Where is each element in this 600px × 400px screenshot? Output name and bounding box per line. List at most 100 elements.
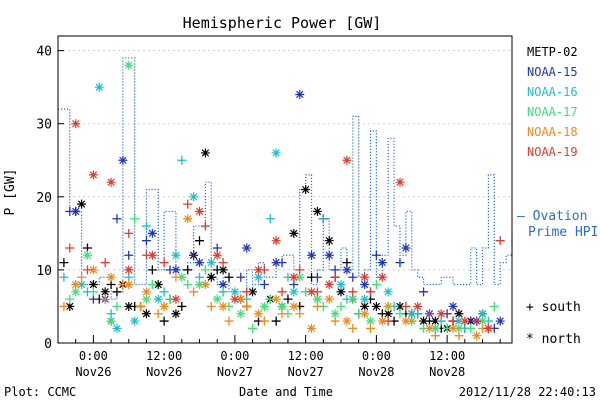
x-tick-date: Nov26 bbox=[75, 365, 111, 379]
noaa-18-north-point bbox=[424, 323, 434, 333]
noaa-15-north-point bbox=[171, 265, 181, 275]
noaa-15-south-point bbox=[141, 236, 151, 246]
noaa-19-north-point bbox=[212, 250, 222, 260]
noaa-19-south-point bbox=[424, 309, 434, 319]
noaa-17-north-point bbox=[71, 287, 81, 297]
noaa-16-north-point bbox=[94, 82, 104, 92]
noaa-19-south-point bbox=[218, 258, 228, 268]
x-axis-label: Date and Time bbox=[239, 385, 333, 399]
x-tick-date: Nov26 bbox=[146, 365, 182, 379]
noaa-19-north-point bbox=[483, 323, 493, 333]
noaa-18-north-point bbox=[324, 294, 334, 304]
data-points bbox=[59, 60, 505, 341]
y-tick-label: 0 bbox=[44, 337, 52, 352]
noaa-18-south-point bbox=[59, 301, 69, 311]
noaa-19-north-point bbox=[71, 119, 81, 129]
metp-02-north-point bbox=[200, 148, 210, 158]
noaa-18-south-point bbox=[365, 323, 375, 333]
metp-02-north-point bbox=[383, 309, 393, 319]
noaa-18-south-point bbox=[100, 294, 110, 304]
noaa-15-north-point bbox=[448, 301, 458, 311]
metp-02-north-point bbox=[301, 185, 311, 194]
noaa-18-south-point bbox=[348, 323, 358, 333]
metp-02-north-point bbox=[324, 236, 334, 246]
noaa-18-south-point bbox=[189, 287, 199, 297]
noaa-17-south-point bbox=[200, 265, 210, 275]
x-tick-time: 12:00 bbox=[288, 349, 324, 363]
noaa-18-south-point bbox=[383, 301, 393, 311]
ovation-legend-line1: – Ovation bbox=[517, 209, 587, 224]
legend-metp-02: METP-02 bbox=[527, 45, 578, 59]
noaa-17-north-point bbox=[478, 316, 488, 326]
noaa-17-south-point bbox=[489, 301, 499, 311]
noaa-19-north-point bbox=[324, 280, 334, 290]
noaa-19-south-point bbox=[472, 316, 482, 326]
noaa-16-north-point bbox=[171, 250, 181, 260]
noaa-18-north-point bbox=[183, 214, 193, 224]
noaa-19-north-point bbox=[460, 316, 470, 326]
noaa-16-north-point bbox=[112, 323, 122, 333]
noaa-18-north-point bbox=[88, 265, 98, 275]
y-tick-label: 40 bbox=[36, 45, 52, 60]
plot-frame bbox=[57, 35, 513, 344]
noaa-18-south-point bbox=[242, 301, 252, 311]
x-tick-time: 0:00 bbox=[79, 349, 108, 363]
noaa-17-north-point bbox=[312, 294, 322, 304]
metp-02-north-point bbox=[88, 280, 98, 290]
noaa-16-south-point bbox=[318, 214, 328, 224]
y-axis: 0 10 20 30 40 bbox=[36, 45, 64, 352]
metp-02-south-point bbox=[283, 294, 293, 304]
noaa-19-south-point bbox=[65, 243, 75, 253]
legend-noaa-18: NOAA-18 bbox=[527, 125, 578, 139]
noaa-16-north-point bbox=[271, 148, 281, 158]
noaa-15-north-point bbox=[271, 258, 281, 268]
noaa-19-north-point bbox=[289, 272, 299, 282]
noaa-17-south-point bbox=[88, 287, 98, 297]
noaa-16-north-point bbox=[189, 192, 199, 202]
noaa-19-south-point bbox=[124, 228, 134, 238]
noaa-16-south-point bbox=[141, 221, 151, 231]
metp-02-north-point bbox=[419, 316, 429, 326]
noaa-16-north-point bbox=[289, 287, 299, 297]
noaa-19-south-point bbox=[242, 287, 252, 297]
y-tick-label: 20 bbox=[36, 191, 52, 206]
metp-02-south-point bbox=[224, 272, 234, 282]
noaa-16-north-point bbox=[336, 280, 346, 290]
noaa-18-north-point bbox=[401, 316, 411, 326]
noaa-15-north-point bbox=[324, 250, 334, 260]
noaa-19-south-point bbox=[183, 199, 193, 209]
noaa-15-south-point bbox=[348, 272, 358, 282]
noaa-15-north-point bbox=[495, 316, 505, 326]
noaa-17-north-point bbox=[236, 309, 246, 319]
noaa-18-north-point bbox=[106, 272, 116, 282]
noaa-15-north-point bbox=[147, 228, 157, 238]
metp-02-north-point bbox=[430, 316, 440, 326]
noaa-15-north-point bbox=[307, 250, 317, 260]
noaa-19-north-point bbox=[342, 155, 352, 165]
noaa-18-north-point bbox=[377, 316, 387, 326]
noaa-19-south-point bbox=[100, 258, 110, 268]
noaa-19-north-point bbox=[360, 272, 370, 282]
metp-02-north-point bbox=[371, 301, 381, 311]
noaa-18-north-point bbox=[342, 316, 352, 326]
noaa-18-north-point bbox=[289, 301, 299, 311]
noaa-15-north-point bbox=[360, 280, 370, 290]
noaa-18-south-point bbox=[136, 301, 146, 311]
noaa-17-south-point bbox=[112, 301, 122, 311]
noaa-19-north-point bbox=[124, 265, 134, 275]
metp-02-north-point bbox=[77, 199, 87, 209]
noaa-17-north-point bbox=[348, 294, 358, 304]
noaa-16-north-point bbox=[77, 280, 87, 290]
noaa-15-south-point bbox=[124, 250, 134, 260]
noaa-17-north-point bbox=[212, 294, 222, 304]
x-tick-time: 0:00 bbox=[362, 349, 391, 363]
noaa-16-north-point bbox=[383, 287, 393, 297]
noaa-15-south-point bbox=[371, 250, 381, 260]
noaa-19-north-point bbox=[436, 309, 446, 319]
noaa-19-south-point bbox=[365, 287, 375, 297]
noaa-19-south-point bbox=[401, 301, 411, 311]
noaa-18-south-point bbox=[206, 301, 216, 311]
noaa-18-north-point bbox=[448, 323, 458, 333]
y-gridlines bbox=[58, 50, 512, 271]
noaa-16-south-point bbox=[159, 287, 169, 297]
